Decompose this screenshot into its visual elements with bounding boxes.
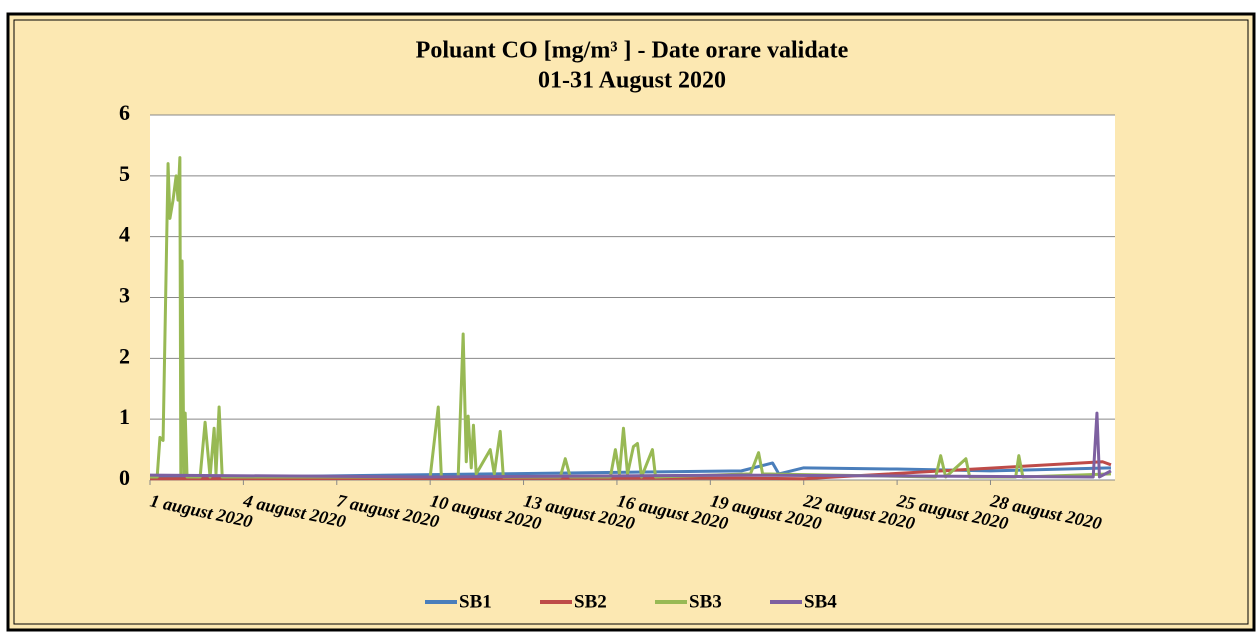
legend-label: SB1 <box>459 591 492 612</box>
legend-label: SB4 <box>804 591 837 612</box>
legend-label: SB3 <box>689 591 722 612</box>
legend-label: SB2 <box>574 591 607 612</box>
chart-subtitle: 01-31 August 2020 <box>538 68 726 94</box>
y-tick-label: 0 <box>119 465 130 490</box>
chart-title: Poluant CO [mg/m³ ] - Date orare validat… <box>416 38 849 64</box>
y-tick-label: 6 <box>119 100 130 125</box>
y-tick-label: 4 <box>119 222 130 247</box>
y-tick-label: 5 <box>119 161 130 186</box>
series-line <box>149 411 1112 479</box>
y-tick-label: 3 <box>119 283 130 308</box>
y-tick-label: 2 <box>119 343 130 368</box>
chart-inner-frame <box>13 19 1249 625</box>
y-tick-label: 1 <box>119 404 130 429</box>
